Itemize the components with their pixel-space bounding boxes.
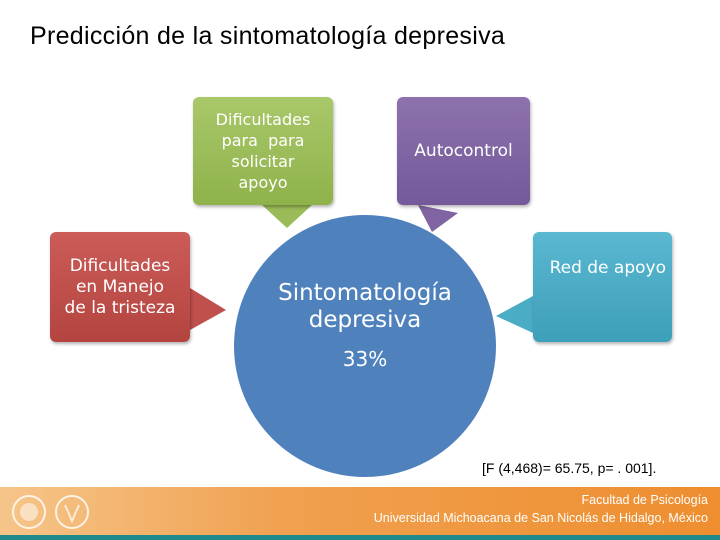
center-line: depresiva bbox=[308, 306, 422, 333]
node-line: de la tristeza bbox=[64, 297, 176, 318]
arrow-green bbox=[262, 205, 312, 228]
footer: Facultad de Psicología Universidad Micho… bbox=[0, 487, 720, 535]
center-line: Sintomatología bbox=[278, 279, 452, 306]
node-line: apoyo bbox=[238, 173, 288, 192]
arrow-purple bbox=[418, 205, 458, 232]
node-support-difficulty: Dificultades para para solicitar apoyo bbox=[193, 97, 333, 205]
bottom-line bbox=[0, 535, 720, 540]
node-line: Dificultades bbox=[69, 255, 171, 276]
center-value: 33% bbox=[342, 346, 388, 371]
node-line: Red de apoyo bbox=[549, 258, 666, 278]
node-line: Autocontrol bbox=[414, 140, 513, 161]
arrow-red bbox=[190, 288, 226, 330]
center-node: Sintomatología depresiva 33% bbox=[234, 215, 496, 477]
statistic: [F (4,468)= 65.75, p= . 001]. bbox=[482, 460, 657, 476]
slide-title: Predicción de la sintomatología depresiv… bbox=[30, 22, 506, 50]
node-sadness: Dificultades en Manejo de la tristeza bbox=[50, 232, 190, 342]
footer-faculty: Facultad de Psicología bbox=[581, 493, 708, 507]
logos bbox=[12, 495, 89, 529]
footer-university: Universidad Michoacana de San Nicolás de… bbox=[373, 511, 708, 525]
node-line: para para bbox=[221, 131, 305, 150]
node-line: en Manejo bbox=[75, 276, 165, 297]
node-line: Dificultades bbox=[215, 110, 311, 129]
arrow-teal bbox=[496, 296, 533, 333]
node-support-network: Red de apoyo bbox=[533, 232, 672, 342]
node-self-control: Autocontrol bbox=[397, 97, 530, 205]
node-line: solicitar bbox=[231, 152, 295, 171]
